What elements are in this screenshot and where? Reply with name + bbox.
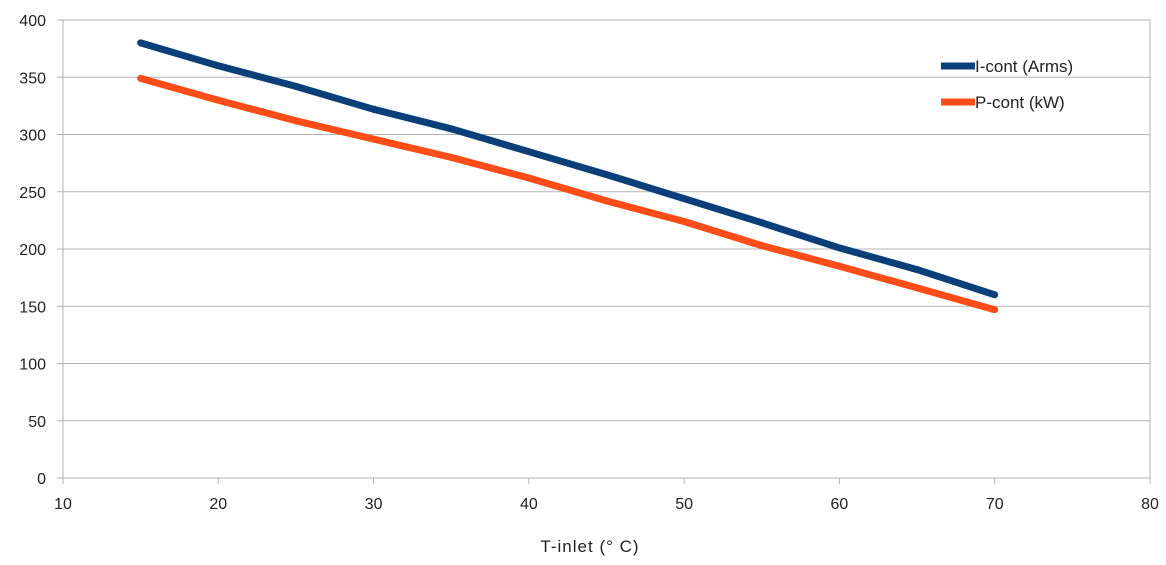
series-layer [137, 39, 999, 314]
y-tick-label: 250 [19, 185, 46, 202]
data-point-series-2 [137, 74, 145, 82]
x-axis-title: T-inlet (° C) [540, 537, 639, 556]
data-point-series-2 [680, 218, 688, 226]
data-point-series-2 [603, 197, 610, 205]
grid-layer [63, 19, 1150, 479]
y-tick-label: 300 [19, 128, 46, 145]
data-point-series-1 [292, 82, 300, 90]
data-point-series-2 [758, 242, 766, 250]
y-tick-label: 150 [19, 299, 46, 316]
x-tick-label: 60 [831, 496, 849, 513]
legend-label-1: I-cont (Arms) [975, 57, 1073, 76]
x-tick-label: 80 [1141, 496, 1159, 513]
legend-label-2: P-cont (kW) [975, 93, 1065, 112]
series-line-2 [139, 75, 996, 314]
y-tick-label: 100 [19, 357, 46, 374]
data-point-series-2 [991, 306, 999, 314]
axis-layer: 0 50 100 150 200 250 300 350 400 10 20 30 40 50 60 70 80 [19, 13, 1159, 513]
data-point-series-2 [370, 135, 378, 143]
x-tick-label: 10 [54, 496, 72, 513]
x-tick-label: 40 [520, 496, 538, 513]
x-tick-label: 70 [986, 496, 1004, 513]
y-tick-label: 350 [19, 70, 46, 87]
data-point-series-1 [447, 125, 455, 133]
data-point-series-1 [758, 219, 766, 227]
data-point-series-1 [603, 171, 610, 179]
data-point-series-2 [214, 96, 222, 104]
data-point-series-1 [680, 195, 688, 203]
data-point-series-1 [525, 148, 533, 156]
data-point-series-2 [835, 262, 843, 270]
series-line-1 [139, 39, 996, 299]
data-point-series-1 [214, 62, 222, 70]
y-tick-label: 50 [28, 414, 46, 431]
data-point-series-1 [137, 39, 145, 47]
legend: I-cont (Arms) P-cont (kW) [941, 57, 1073, 112]
data-point-series-1 [835, 244, 843, 252]
data-point-series-1 [913, 266, 921, 274]
data-point-series-1 [991, 291, 999, 299]
x-tick-label: 20 [209, 496, 227, 513]
y-tick-label: 400 [19, 13, 46, 30]
x-tick-label: 30 [365, 496, 383, 513]
y-tick-label: 0 [37, 471, 46, 488]
x-tick-label: 50 [675, 496, 693, 513]
data-point-series-2 [913, 284, 921, 292]
data-point-series-1 [370, 105, 378, 113]
data-point-series-2 [525, 174, 533, 182]
y-tick-label: 200 [19, 242, 46, 259]
data-point-series-2 [447, 153, 455, 161]
data-point-series-2 [292, 117, 300, 125]
